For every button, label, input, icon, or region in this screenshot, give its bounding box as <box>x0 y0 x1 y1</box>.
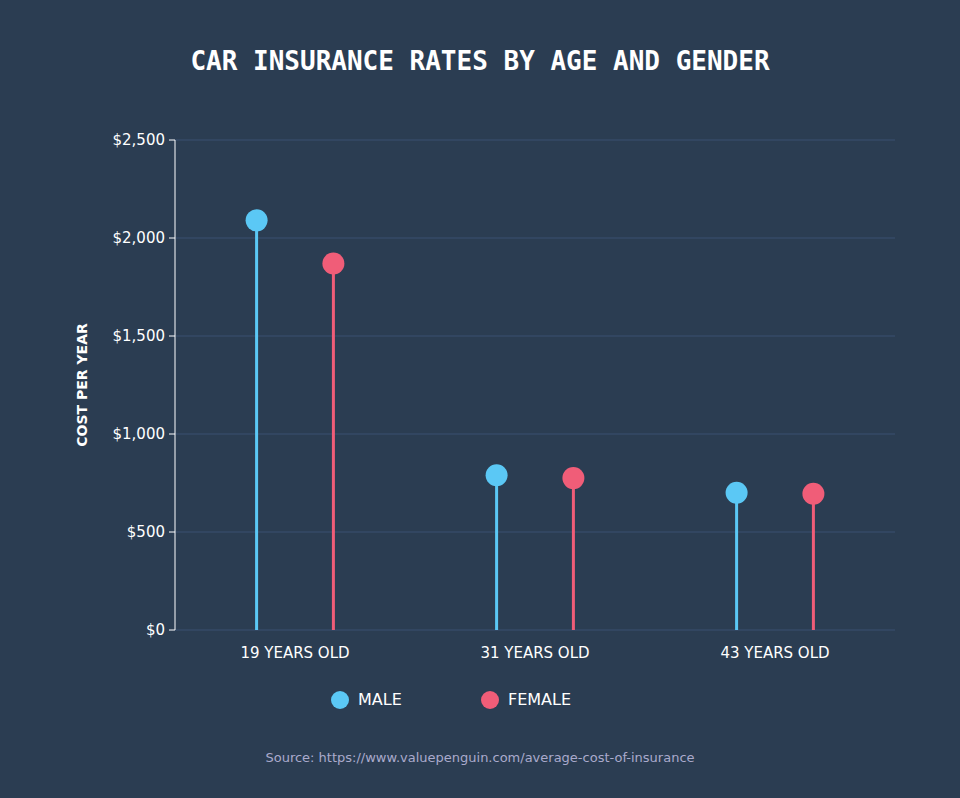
y-tick <box>169 336 175 337</box>
lollipop-head <box>802 483 824 505</box>
background <box>0 0 960 798</box>
y-tick <box>169 140 175 141</box>
chart: CAR INSURANCE RATES BY AGE AND GENDER$0$… <box>0 0 960 798</box>
lollipop-head <box>322 252 344 274</box>
y-tick-label: $2,000 <box>113 229 166 247</box>
legend-label: FEMALE <box>508 690 571 709</box>
x-tick-label: 31 YEARS OLD <box>480 644 589 662</box>
y-axis: $0 $500 $1,000 $1,500 $2,000 $2,500 <box>113 131 896 639</box>
legend-swatch <box>481 691 499 709</box>
grid-line <box>175 630 895 631</box>
y-tick-label: $2,500 <box>113 131 166 149</box>
x-tick-label: 43 YEARS OLD <box>720 644 829 662</box>
grid-line <box>175 434 895 435</box>
grid-line <box>175 238 895 239</box>
y-tick-label: $500 <box>127 523 165 541</box>
y-tick <box>169 238 175 239</box>
lollipop-stem <box>572 478 575 630</box>
title: CAR INSURANCE RATES BY AGE AND GENDER <box>190 46 770 76</box>
legend: MALE FEMALE <box>331 690 571 710</box>
lollipop-head <box>486 464 508 486</box>
grid-line <box>175 532 895 533</box>
legend-swatch <box>331 691 349 709</box>
lollipop-stem <box>495 475 498 630</box>
source: Source: https://www.valuepenguin.com/ave… <box>265 750 694 765</box>
y-axis-line <box>175 140 176 630</box>
lollipop-head <box>246 209 268 231</box>
y-tick <box>169 630 175 631</box>
grid-line <box>175 336 895 337</box>
y-tick-label: $1,500 <box>113 327 166 345</box>
y-tick-label: $1,000 <box>113 425 166 443</box>
plot-area <box>246 209 825 630</box>
y-tick <box>169 532 175 533</box>
lollipop-head <box>562 467 584 489</box>
lollipop-head <box>726 482 748 504</box>
lollipop-stem <box>812 494 815 630</box>
y-tick <box>169 434 175 435</box>
y-tick-label: $0 <box>146 621 165 639</box>
lollipop-stem <box>332 263 335 630</box>
y-axis-label: COST PER YEAR <box>74 323 90 447</box>
grid-line <box>175 140 895 141</box>
legend-label: MALE <box>358 690 402 709</box>
x-tick-label: 19 YEARS OLD <box>240 644 349 662</box>
lollipop-stem <box>255 220 258 630</box>
lollipop-stem <box>735 493 738 630</box>
